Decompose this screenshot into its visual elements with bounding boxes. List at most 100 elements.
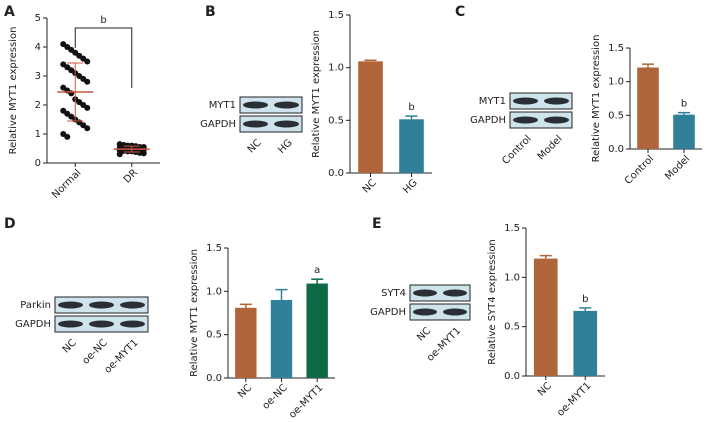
- x-tick-label: NC: [361, 177, 379, 195]
- data-point: [84, 104, 91, 111]
- blot-strip: [409, 284, 471, 302]
- blot-band: [58, 301, 83, 309]
- blot-lane-label: NC: [415, 325, 433, 343]
- blot-band: [544, 116, 569, 124]
- blot-band: [443, 308, 467, 316]
- y-tick-label: 1: [35, 129, 41, 140]
- blot-lane-label: oe-NC: [81, 337, 110, 366]
- y-tick-label: 0.5: [206, 330, 222, 341]
- blot-row-label: MYT1: [209, 100, 236, 111]
- x-tick-label: NC: [236, 382, 254, 400]
- x-tick-label: HG: [401, 177, 420, 196]
- annotation: b: [408, 102, 414, 113]
- blot-band: [544, 97, 569, 105]
- blot-row-label: GAPDH: [200, 119, 236, 130]
- blot-band: [58, 320, 83, 328]
- blot-band: [120, 320, 145, 328]
- panel-label: B: [205, 4, 216, 20]
- y-tick-label: 0.5: [328, 115, 344, 126]
- blot-lane-label: oe-MYT1: [102, 337, 140, 375]
- data-point: [64, 133, 71, 140]
- annotation: b: [582, 294, 588, 305]
- blot-band: [120, 301, 145, 309]
- blot-strip: [239, 115, 303, 133]
- panel-label: D: [4, 216, 16, 232]
- blot-band: [513, 97, 538, 105]
- y-axis-title: Relative MYT1 expression: [189, 249, 200, 377]
- y-tick-label: 1.0: [504, 272, 520, 283]
- y-tick-label: 0.0: [608, 144, 624, 155]
- bar: [573, 310, 598, 376]
- y-tick-label: 0.0: [206, 373, 222, 384]
- blot-lane-label: Control: [500, 133, 533, 166]
- blot-row-label: GAPDH: [15, 319, 51, 330]
- y-tick-label: 4: [35, 42, 41, 53]
- blot-lane-label: Model: [536, 133, 565, 162]
- y-axis-title: Relative MYT1 expression: [591, 35, 602, 163]
- y-tick-label: 1.5: [206, 243, 222, 254]
- blot-band: [274, 120, 299, 128]
- blot-row-label: GAPDH: [470, 115, 506, 126]
- blot-lane-label: NC: [61, 337, 79, 355]
- x-tick-label: oe-MYT1: [555, 380, 593, 418]
- bar: [399, 119, 424, 173]
- annotation: b: [681, 99, 687, 110]
- y-tick-label: 1.5: [328, 10, 344, 21]
- blot-strip: [509, 92, 573, 110]
- bar: [270, 300, 293, 378]
- blot-row-label: GAPDH: [370, 307, 406, 318]
- blot-strip: [239, 96, 303, 114]
- blot-strip: [409, 303, 471, 321]
- x-tick-label: NC: [536, 380, 554, 398]
- blot-strip: [509, 111, 573, 129]
- x-tick-label: DR: [122, 167, 140, 185]
- bar: [358, 61, 383, 174]
- bar: [673, 114, 695, 149]
- data-point: [84, 58, 91, 65]
- panel-label: E: [372, 216, 382, 232]
- y-tick-label: 3: [35, 71, 41, 82]
- blot-band: [413, 289, 437, 297]
- y-axis-title: Relative MYT1 expression: [311, 30, 322, 158]
- blot-band: [413, 308, 437, 316]
- y-tick-label: 0.5: [608, 110, 624, 121]
- data-point: [140, 150, 147, 157]
- blot-band: [89, 320, 114, 328]
- y-tick-label: 1.5: [504, 223, 520, 234]
- data-point: [84, 125, 91, 132]
- blot-band: [274, 101, 299, 109]
- annotation: a: [314, 265, 320, 276]
- y-axis-title: Relative MYT1 expression: [8, 27, 19, 155]
- panel-label: C: [455, 4, 465, 20]
- blot-band: [243, 120, 268, 128]
- y-tick-label: 0.5: [504, 322, 520, 333]
- x-tick-label: Model: [663, 153, 692, 182]
- y-tick-label: 1.0: [206, 286, 222, 297]
- x-tick-label: oe-NC: [261, 382, 290, 411]
- y-tick-label: 1.5: [608, 43, 624, 54]
- bracket: [74, 27, 133, 88]
- panel-label: A: [4, 4, 15, 20]
- bar: [306, 283, 328, 378]
- blot-row-label: Parkin: [20, 300, 51, 311]
- bar: [235, 307, 257, 378]
- y-tick-label: 1.0: [328, 63, 344, 74]
- blot-lane-label: HG: [276, 137, 295, 156]
- y-tick-label: 1.0: [608, 77, 624, 88]
- y-tick-label: 5: [35, 13, 41, 24]
- x-tick-label: oe-MYT1: [287, 382, 325, 420]
- bar: [533, 258, 558, 376]
- bar: [637, 67, 659, 149]
- x-tick-label: Control: [623, 153, 656, 186]
- blot-row-label: MYT1: [479, 96, 506, 107]
- blot-lane-label: NC: [246, 137, 264, 155]
- blot-row-label: SYT4: [381, 288, 406, 299]
- x-tick-label: Normal: [50, 167, 83, 200]
- y-axis-title: Relative SYT4 expression: [487, 239, 498, 365]
- y-tick-label: 0: [35, 158, 41, 169]
- data-point: [84, 78, 91, 85]
- blot-band: [443, 289, 467, 297]
- blot-band: [243, 101, 268, 109]
- y-tick-label: 0.0: [504, 371, 520, 382]
